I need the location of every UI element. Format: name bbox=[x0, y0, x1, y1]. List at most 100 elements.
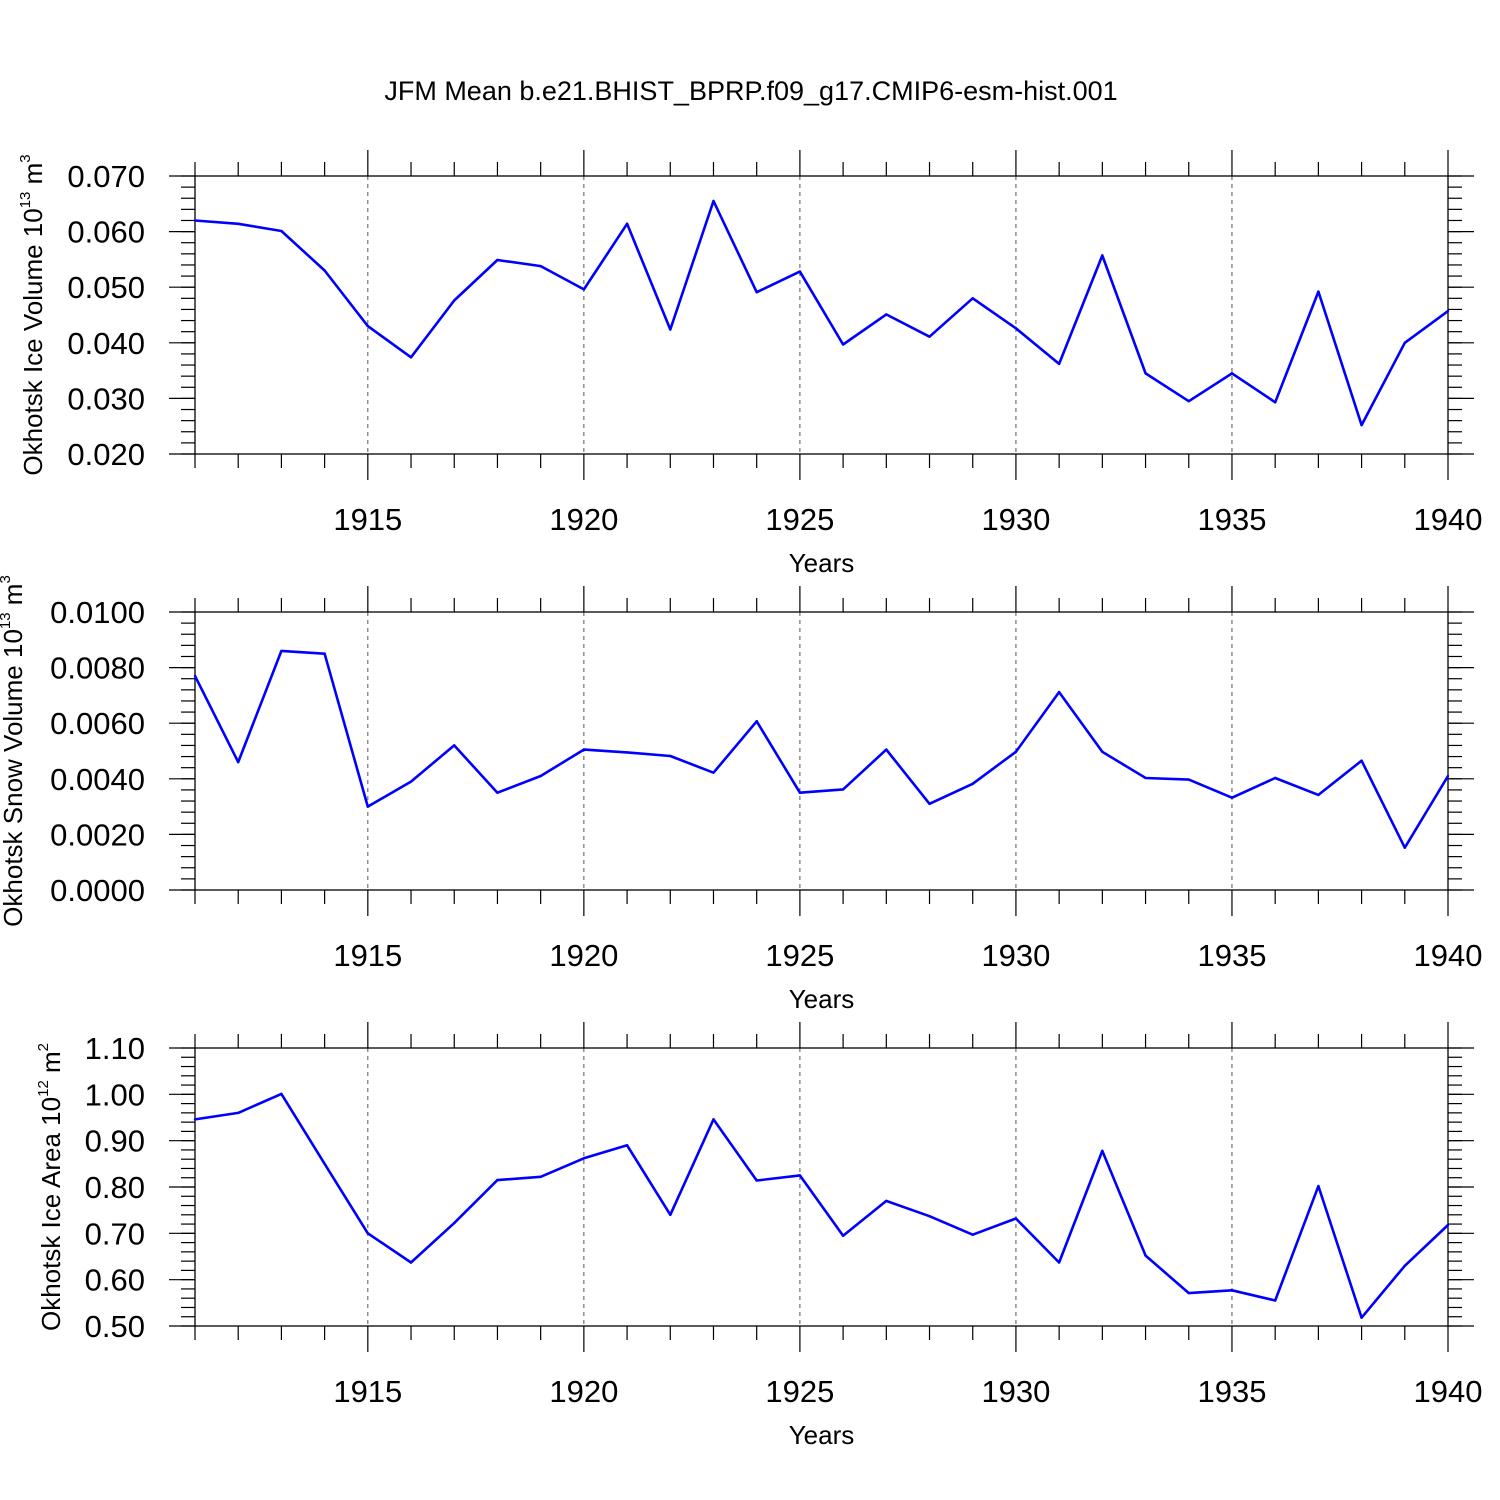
data-point-1914 bbox=[323, 269, 326, 272]
data-point-1937 bbox=[1317, 793, 1320, 797]
data-point-1933 bbox=[1144, 776, 1147, 780]
data-point-1928 bbox=[928, 335, 931, 338]
x-tick-label: 1925 bbox=[765, 938, 834, 973]
plot-frame bbox=[194, 611, 1449, 891]
x-axis-title: Years bbox=[789, 984, 855, 1014]
data-point-1921 bbox=[625, 222, 629, 226]
data-point-1920 bbox=[582, 1157, 586, 1160]
data-point-1934 bbox=[1187, 1291, 1190, 1295]
y-tick-label: 0.0100 bbox=[50, 595, 145, 630]
data-point-1935 bbox=[1230, 796, 1234, 799]
y-tick-label: 0.050 bbox=[67, 270, 145, 305]
data-point-1911 bbox=[193, 1118, 197, 1121]
data-point-1937 bbox=[1317, 290, 1320, 293]
data-point-1929 bbox=[971, 1233, 974, 1236]
y-tick-label: 1.10 bbox=[85, 1031, 145, 1066]
x-tick-label: 1940 bbox=[1414, 502, 1483, 537]
data-point-1934 bbox=[1187, 778, 1190, 781]
data-point-1919 bbox=[539, 774, 542, 778]
x-tick-label: 1915 bbox=[333, 938, 402, 973]
data-point-1933 bbox=[1144, 1254, 1147, 1257]
data-point-1919 bbox=[539, 1175, 542, 1179]
data-point-1929 bbox=[971, 782, 974, 786]
plot-frame bbox=[194, 175, 1449, 455]
data-point-1911 bbox=[193, 219, 197, 222]
data-point-1925 bbox=[798, 270, 802, 273]
y-axis-title-text: Okhotsk Snow Volume 10 bbox=[0, 629, 28, 927]
data-point-1939 bbox=[1403, 1264, 1406, 1267]
data-point-1918 bbox=[496, 258, 499, 262]
data-point-1933 bbox=[1144, 372, 1147, 375]
data-point-1919 bbox=[539, 264, 542, 268]
y-axis-title-unit: m bbox=[0, 584, 28, 613]
data-point-1936 bbox=[1273, 401, 1277, 404]
x-tick-label: 1930 bbox=[981, 1374, 1050, 1409]
data-point-1924 bbox=[755, 291, 758, 294]
y-axis-title-text: Okhotsk Ice Volume 10 bbox=[18, 208, 48, 475]
x-tick-label: 1920 bbox=[549, 938, 618, 973]
data-point-1922 bbox=[669, 754, 672, 758]
series-line bbox=[193, 649, 1450, 850]
data-point-1924 bbox=[755, 1179, 758, 1182]
data-point-1914 bbox=[323, 1162, 326, 1166]
data-point-1931 bbox=[1057, 362, 1061, 366]
x-axis-title: Years bbox=[789, 548, 855, 578]
data-point-1914 bbox=[323, 652, 326, 655]
data-point-1921 bbox=[625, 751, 629, 754]
x-tick-label: 1935 bbox=[1197, 502, 1266, 537]
y-axis-title: Okhotsk Snow Volume 1013 m3 bbox=[0, 575, 28, 927]
x-tick-label: 1940 bbox=[1414, 1374, 1483, 1409]
data-point-1917 bbox=[453, 1221, 456, 1225]
y-tick-label: 0.0040 bbox=[50, 762, 145, 797]
data-point-1925 bbox=[798, 791, 802, 794]
data-point-1912 bbox=[237, 222, 240, 226]
x-tick-label: 1930 bbox=[981, 938, 1050, 973]
y-axis-title-exponent: 13 bbox=[0, 612, 14, 629]
y-axis-title-unit: m bbox=[36, 1051, 66, 1080]
data-point-1938 bbox=[1360, 1316, 1363, 1319]
data-point-1912 bbox=[237, 1111, 240, 1115]
data-point-1930 bbox=[1014, 1217, 1018, 1220]
data-point-1922 bbox=[669, 328, 672, 331]
y-tick-label: 0.060 bbox=[67, 215, 145, 250]
y-tick-label: 0.70 bbox=[85, 1216, 145, 1251]
y-tick-label: 0.50 bbox=[85, 1309, 145, 1344]
y-axis-title: Okhotsk Ice Area 1012 m2 bbox=[35, 1043, 66, 1331]
data-point-1912 bbox=[237, 760, 240, 764]
data-point-1940 bbox=[1446, 309, 1450, 313]
data-point-1930 bbox=[1014, 750, 1018, 754]
panel-1: 0.020 0.030 0.040 0.050 0.060 0.070 1915 1920 19… bbox=[17, 150, 1482, 578]
data-point-1922 bbox=[669, 1213, 672, 1217]
data-point-1923 bbox=[712, 771, 715, 774]
data-point-1911 bbox=[193, 674, 197, 678]
y-tick-label: 0.0020 bbox=[50, 817, 145, 852]
data-point-1926 bbox=[841, 788, 845, 791]
y-tick-label: 0.90 bbox=[85, 1124, 145, 1159]
data-point-1920 bbox=[582, 288, 586, 291]
data-point-1916 bbox=[409, 780, 413, 783]
data-point-1915 bbox=[366, 1232, 370, 1235]
data-point-1913 bbox=[280, 229, 283, 233]
data-point-1921 bbox=[625, 1144, 629, 1147]
panel-3: 0.50 0.60 0.70 0.80 0.90 1.00 1.10 1915 1920 1925… bbox=[35, 1022, 1482, 1450]
y-tick-label: 1.00 bbox=[85, 1077, 145, 1112]
data-point-1916 bbox=[409, 356, 413, 359]
data-point-1916 bbox=[409, 1261, 413, 1264]
y-tick-label: 0.0080 bbox=[50, 651, 145, 686]
data-point-1915 bbox=[366, 805, 370, 808]
y-axis-title-exponent: 12 bbox=[35, 1080, 52, 1097]
data-point-1935 bbox=[1230, 372, 1234, 375]
x-tick-label: 1920 bbox=[549, 1374, 618, 1409]
data-point-1925 bbox=[798, 1174, 802, 1177]
data-point-1915 bbox=[366, 324, 370, 328]
data-point-1913 bbox=[280, 1092, 283, 1096]
y-axis-title-exponent: 13 bbox=[17, 192, 34, 209]
data-point-1926 bbox=[841, 1234, 845, 1237]
data-point-1939 bbox=[1403, 341, 1406, 344]
data-point-1936 bbox=[1273, 776, 1277, 780]
data-point-1936 bbox=[1273, 1299, 1277, 1302]
data-point-1923 bbox=[712, 1118, 715, 1121]
x-tick-label: 1935 bbox=[1197, 1374, 1266, 1409]
data-point-1940 bbox=[1446, 774, 1450, 778]
